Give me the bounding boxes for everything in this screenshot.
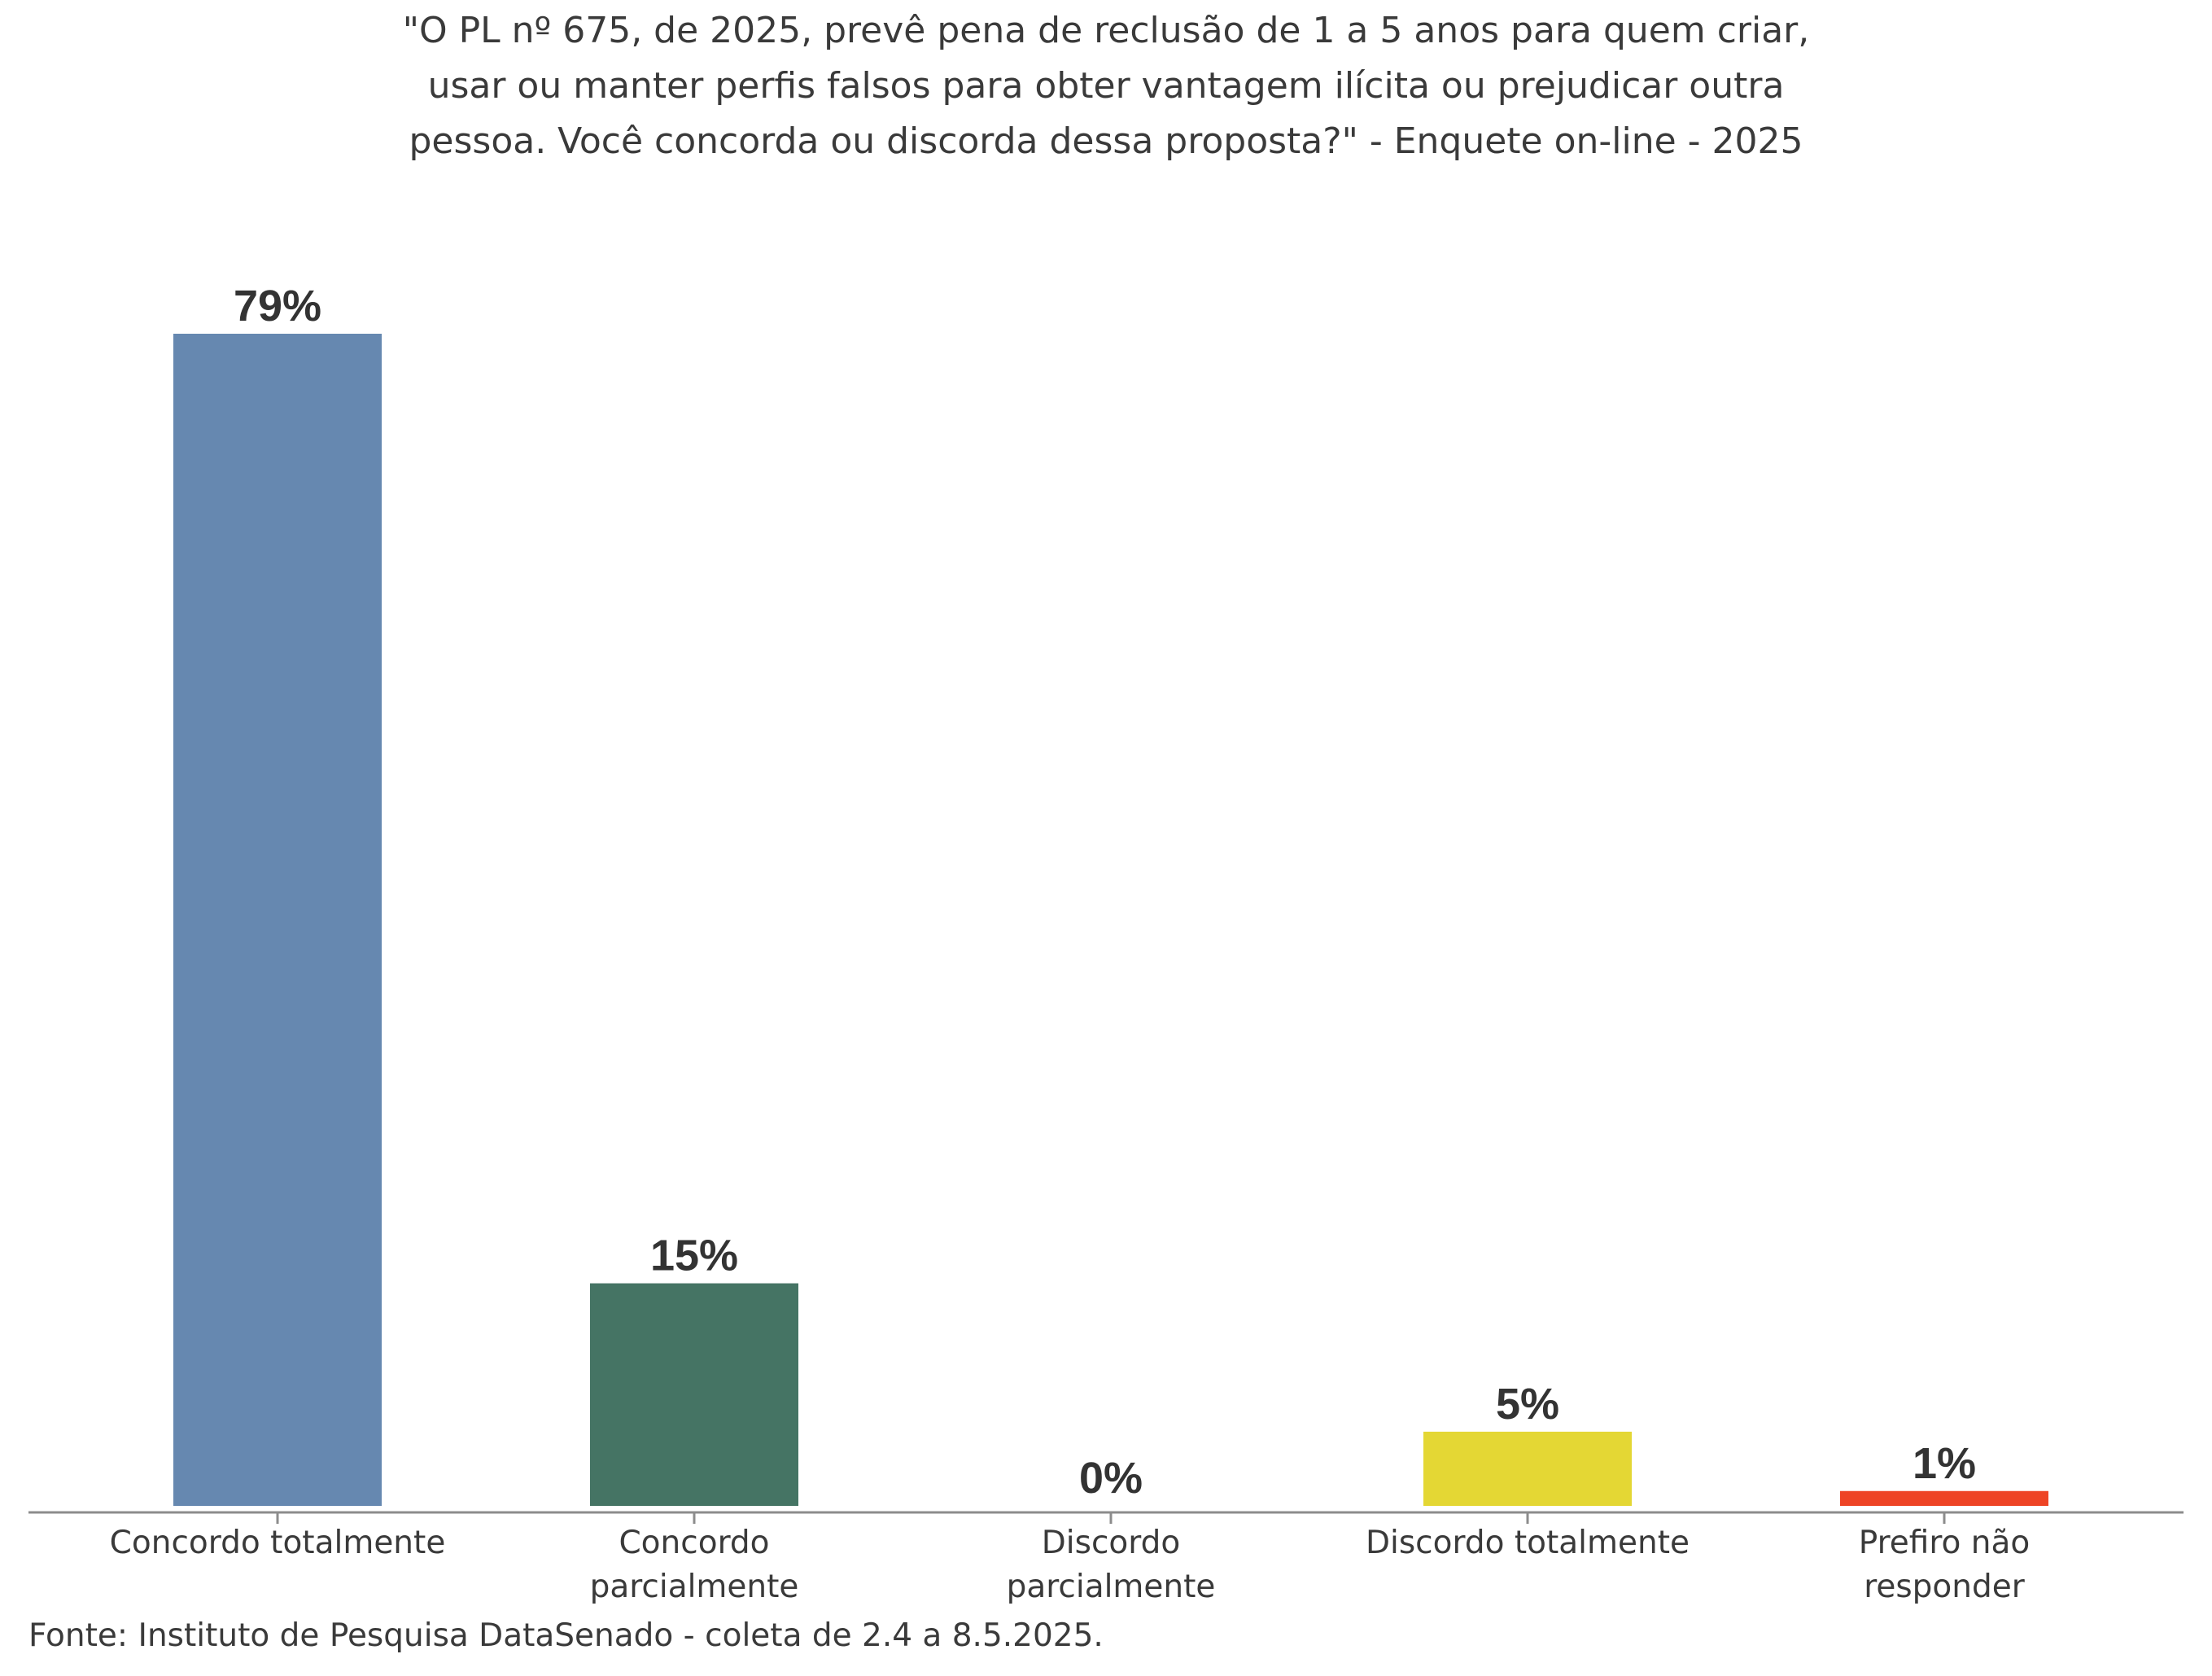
chart-title: "O PL nº 675, de 2025, prevê pena de rec… (403, 10, 1810, 162)
category-label: Prefiro não (1859, 1525, 2030, 1561)
value-labels-group: 79% 15% 0% 5% 1% (234, 282, 1976, 1503)
bar (590, 1283, 798, 1506)
bar-value-label: 1% (1913, 1439, 1976, 1488)
category-labels-group: Concordo totalmente Concordo parcialmente D… (110, 1525, 2031, 1605)
chart-title-line: usar ou manter perfis falsos para obter … (428, 65, 1785, 107)
x-axis-ticks (276, 1512, 1946, 1524)
bars-group (173, 334, 2048, 1506)
bar-value-label: 15% (650, 1232, 738, 1280)
category-label: parcialmente (590, 1569, 799, 1605)
category-label: Concordo totalmente (110, 1525, 446, 1561)
category-label: Discordo totalmente (1366, 1525, 1690, 1561)
category-label: Concordo (619, 1525, 769, 1561)
bar-value-label: 79% (234, 282, 321, 330)
category-label: responder (1864, 1569, 2026, 1605)
source-note: Fonte: Instituto de Pesquisa DataSenado … (28, 1617, 1104, 1654)
bar (1423, 1431, 1632, 1506)
chart-title-line: "O PL nº 675, de 2025, prevê pena de rec… (403, 10, 1810, 51)
bar (173, 334, 382, 1506)
bar-value-label: 5% (1496, 1380, 1559, 1429)
chart-title-line: pessoa. Você concorda ou discorda dessa … (409, 120, 1803, 162)
category-label: parcialmente (1007, 1569, 1216, 1605)
bar (1840, 1490, 2048, 1506)
category-label: Discordo (1042, 1525, 1180, 1561)
bar-value-label: 0% (1079, 1454, 1143, 1503)
